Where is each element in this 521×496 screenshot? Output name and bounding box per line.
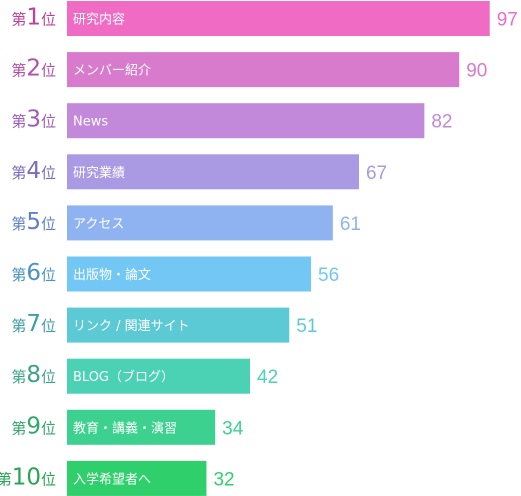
rank-prefix: 第	[11, 11, 26, 29]
rank-number: 8	[26, 362, 41, 388]
bar	[67, 205, 333, 241]
bar-category-label: BLOG（ブログ）	[73, 369, 174, 385]
bar-category-label: 入学希望者へ	[73, 471, 151, 487]
rank-number: 1	[26, 5, 41, 31]
bar	[67, 52, 460, 88]
rank-label: 第5位	[11, 209, 56, 235]
rank-prefix: 第	[11, 317, 26, 335]
bar-row: 第6位 出版物・論文 56	[11, 256, 339, 292]
bar-row: 第9位 教育・講義・演習 34	[11, 409, 244, 445]
rank-label: 第2位	[11, 56, 56, 82]
rank-suffix: 位	[41, 317, 56, 335]
bar-value-label: 32	[213, 469, 234, 490]
bar-category-label: 出版物・論文	[73, 267, 151, 283]
bar-row: 第1位 研究内容 97	[11, 1, 518, 36]
bar-value-label: 42	[257, 367, 278, 388]
bar-value-label: 82	[431, 112, 452, 133]
bar-value-label: 61	[340, 214, 361, 235]
rank-prefix: 第	[0, 470, 12, 488]
bar-value-label: 97	[497, 10, 518, 31]
bar-value-label: 56	[318, 265, 339, 286]
rank-suffix: 位	[41, 62, 56, 80]
rank-prefix: 第	[11, 215, 26, 233]
bar-row: 第3位 News 82	[11, 103, 452, 139]
bar-row: 第7位 リンク / 関連サイト 51	[11, 307, 317, 343]
bar-category-label: 研究業績	[73, 165, 125, 181]
rank-prefix: 第	[11, 266, 26, 284]
rank-prefix: 第	[11, 368, 26, 386]
rank-label: 第9位	[11, 413, 56, 439]
rank-prefix: 第	[11, 62, 26, 80]
rank-label: 第7位	[11, 311, 56, 337]
rank-suffix: 位	[41, 470, 56, 488]
bar	[67, 1, 490, 36]
bar-value-label: 51	[296, 316, 317, 337]
bar	[67, 460, 207, 496]
rank-suffix: 位	[41, 113, 56, 131]
bar	[67, 154, 359, 190]
rank-prefix: 第	[11, 419, 26, 437]
bar-category-label: リンク / 関連サイト	[73, 319, 190, 334]
rank-label: 第3位	[11, 107, 56, 133]
bar	[67, 307, 290, 343]
rank-suffix: 位	[41, 419, 56, 437]
bar	[67, 358, 251, 394]
bar-row: 第5位 アクセス 61	[11, 205, 361, 241]
bar-row: 第2位 メンバー紹介 90	[11, 52, 487, 88]
rank-suffix: 位	[41, 215, 56, 233]
rank-label: 第8位	[11, 362, 56, 388]
bar-category-label: News	[73, 115, 108, 130]
rank-number: 4	[26, 158, 41, 184]
bar-category-label: 研究内容	[73, 12, 125, 28]
rank-number: 6	[26, 260, 41, 286]
bar-category-label: アクセス	[73, 217, 124, 232]
rank-suffix: 位	[41, 266, 56, 284]
rank-prefix: 第	[11, 164, 26, 182]
rank-label: 第6位	[11, 260, 56, 286]
bar-category-label: 教育・講義・演習	[73, 420, 177, 436]
bar-row: 第8位 BLOG（ブログ） 42	[11, 358, 278, 394]
rank-number: 10	[12, 464, 41, 490]
bar	[67, 103, 425, 139]
bar-row: 第4位 研究業績 67	[11, 154, 387, 190]
bar-value-label: 90	[466, 61, 487, 82]
bar-value-label: 67	[366, 163, 387, 184]
rank-number: 3	[26, 107, 41, 133]
bar-row: 第10位 入学希望者へ 32	[0, 460, 235, 496]
bar	[67, 409, 216, 445]
rank-prefix: 第	[11, 113, 26, 131]
rank-number: 2	[26, 56, 41, 82]
bar-value-label: 34	[222, 418, 244, 439]
rank-label: 第1位	[11, 5, 56, 31]
rank-suffix: 位	[41, 164, 56, 182]
rank-number: 5	[26, 209, 41, 235]
bar-category-label: メンバー紹介	[73, 64, 151, 79]
rank-label: 第10位	[0, 464, 56, 490]
rank-number: 7	[26, 311, 41, 337]
bar	[67, 256, 312, 292]
rank-suffix: 位	[41, 11, 56, 29]
rank-suffix: 位	[41, 368, 56, 386]
rank-number: 9	[26, 413, 41, 439]
rank-label: 第4位	[11, 158, 56, 184]
